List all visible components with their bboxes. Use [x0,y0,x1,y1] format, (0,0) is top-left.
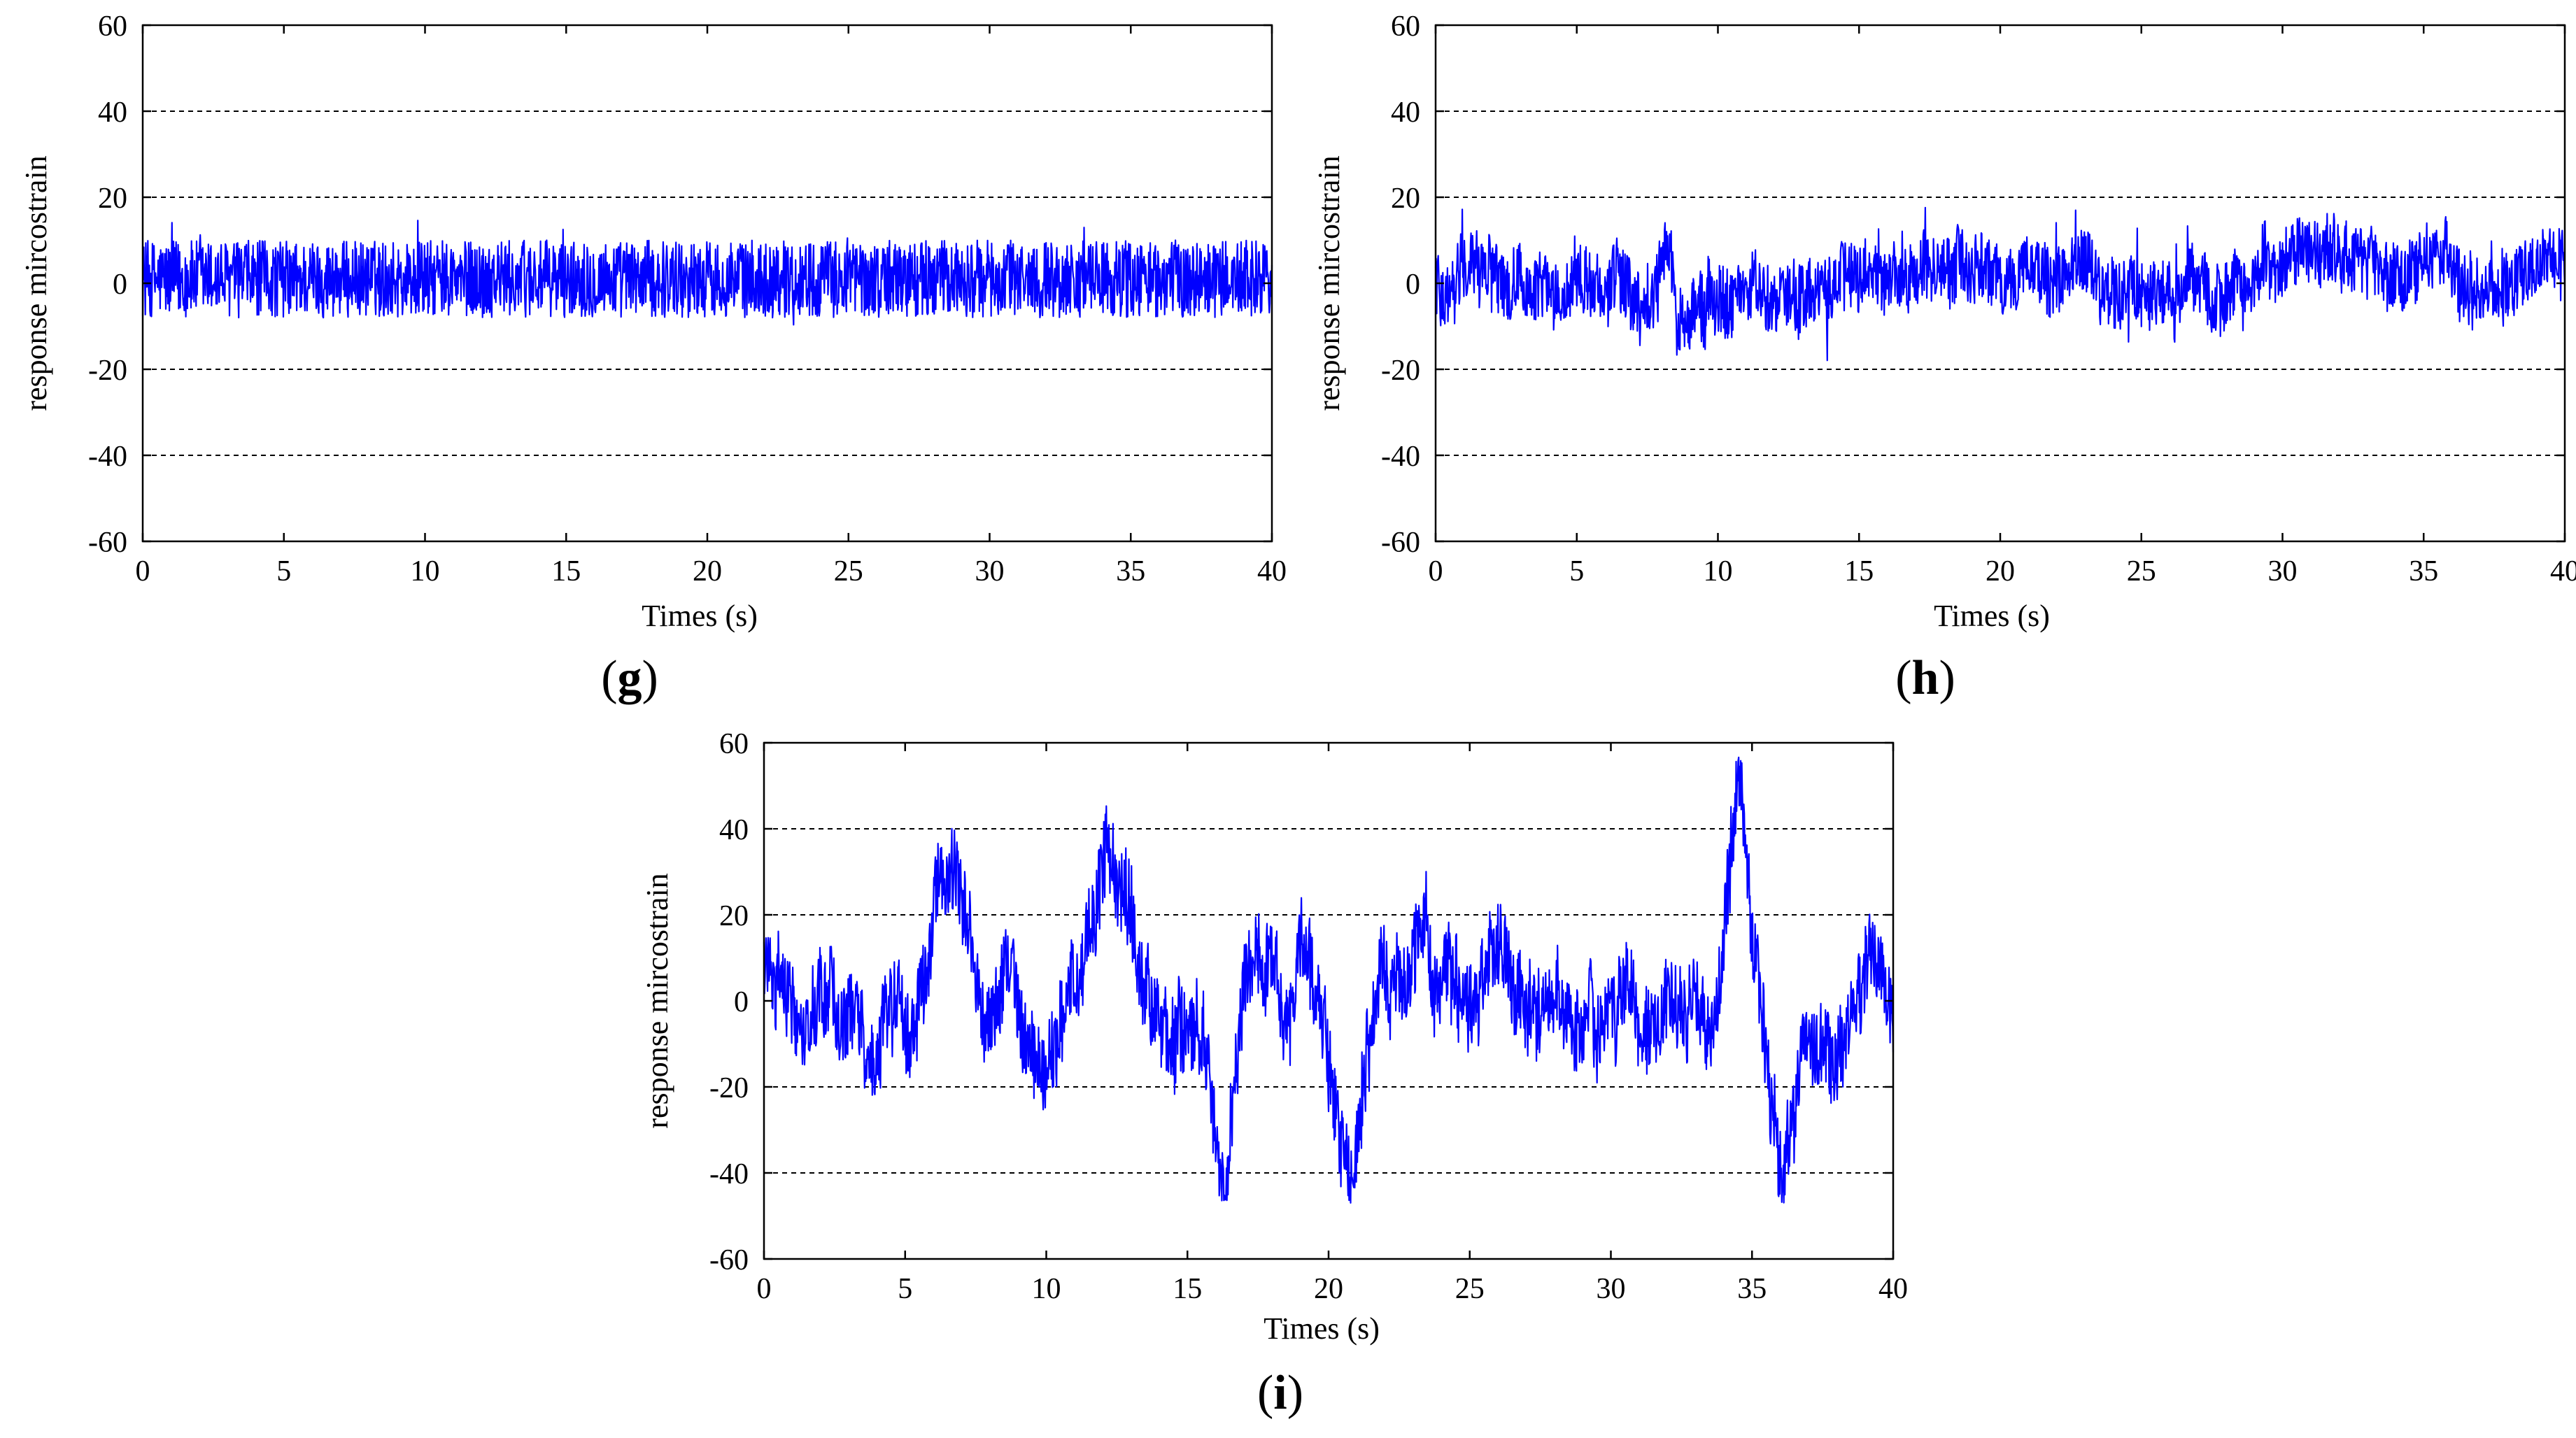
x-axis-label: Times (s) [1934,599,2050,633]
panel-letter-i: i [1273,1366,1287,1420]
y-tick-label: -60 [709,1244,749,1276]
y-tick-label: 40 [719,814,749,846]
x-tick-label: 15 [1173,1273,1202,1305]
panel-label-h: (h) [1895,651,1955,705]
series-line [1434,206,2566,362]
x-tick-label: 40 [1878,1273,1908,1305]
x-tick-label: 35 [1116,555,1145,588]
y-tick-label: 20 [1391,183,1420,215]
y-tick-label: -40 [709,1158,749,1190]
y-tick-label: -40 [88,441,127,473]
series-line [763,756,1895,1204]
y-tick-label: 20 [719,900,749,932]
x-tick-label: 5 [898,1273,912,1305]
x-tick-label: 40 [1257,555,1287,588]
x-tick-label: 35 [1737,1273,1767,1305]
x-tick-label: 0 [136,555,150,588]
y-tick-label: -60 [88,527,127,559]
y-tick-label: -20 [709,1072,749,1104]
x-tick-label: 30 [975,555,1005,588]
panel-label-i: (i) [1257,1366,1304,1420]
x-tick-label: 40 [2550,555,2576,588]
x-tick-label: 10 [1032,1273,1061,1305]
x-tick-label: 25 [2127,555,2156,588]
x-tick-label: 30 [2268,555,2298,588]
x-tick-label: 15 [551,555,581,588]
y-tick-label: -60 [1381,527,1420,559]
chart-g: 60 40 20 0 -20 -40 -60 0 5 10 15 20 25 30 35 40 Times (… [19,10,1287,633]
y-tick-label: 60 [98,10,127,43]
x-tick-label: 25 [1455,1273,1485,1305]
x-tick-label: 35 [2409,555,2438,588]
x-tick-label: 20 [1314,1273,1343,1305]
x-tick-label: 0 [1429,555,1443,588]
y-tick-label: 0 [1406,269,1420,301]
y-tick-label: 0 [113,269,127,301]
chart-h: 60 40 20 0 -20 -40 -60 0 5 10 15 20 25 30 35 40 Times (… [1312,10,2576,633]
y-tick-label: 0 [734,986,749,1018]
x-tick-label: 5 [276,555,291,588]
y-tick-label: -40 [1381,441,1420,473]
series-line [141,220,1273,326]
x-axis-label: Times (s) [1264,1311,1380,1346]
x-axis-label: Times (s) [642,599,758,633]
y-tick-label: 60 [719,728,749,760]
y-tick-label: -20 [1381,355,1420,387]
x-tick-label: 20 [693,555,722,588]
panel-label-g: (g) [601,651,658,705]
y-axis-label: response mircostrain [19,155,53,411]
x-tick-label: 0 [757,1273,772,1305]
y-tick-label: 20 [98,183,127,215]
panel-letter-g: g [617,651,642,705]
x-tick-label: 15 [1844,555,1874,588]
x-tick-label: 20 [1986,555,2015,588]
y-tick-label: 60 [1391,10,1420,43]
x-tick-label: 10 [1704,555,1733,588]
y-tick-label: 40 [1391,97,1420,129]
x-tick-label: 5 [1569,555,1584,588]
panel-letter-h: h [1911,651,1939,705]
plot-frame [763,741,1895,1260]
x-tick-label: 10 [411,555,440,588]
x-tick-label: 30 [1597,1273,1626,1305]
y-tick-label: -20 [88,355,127,387]
y-axis-label: response mircostrain [640,873,674,1128]
x-tick-label: 25 [834,555,863,588]
y-tick-label: 40 [98,97,127,129]
y-axis-label: response mircostrain [1312,155,1346,411]
